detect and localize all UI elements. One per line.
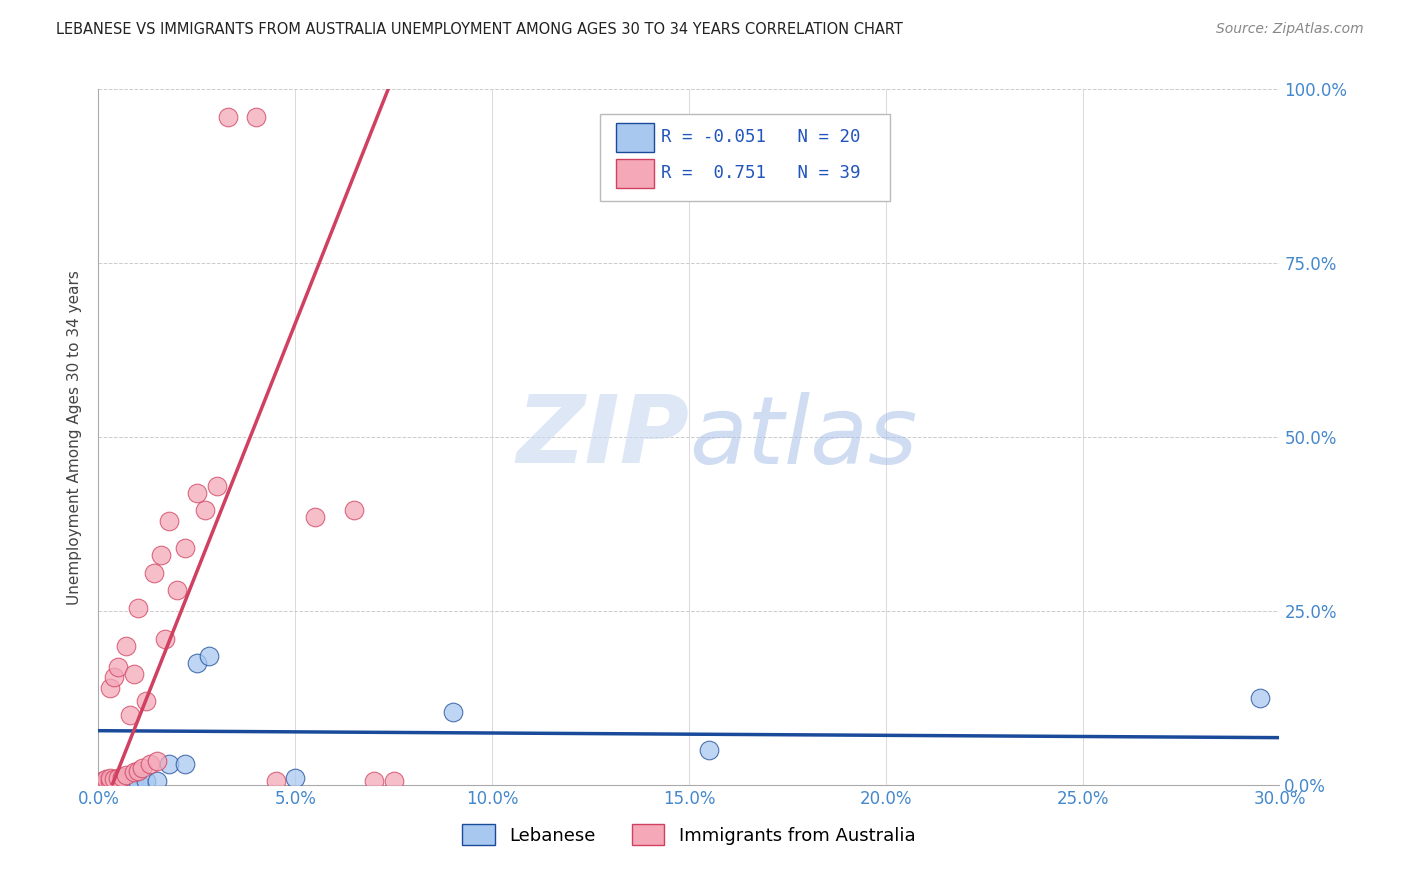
Text: atlas: atlas bbox=[689, 392, 917, 483]
Immigrants from Australia bbox=[127, 764, 149, 778]
Text: R =  0.751   N = 39: R = 0.751 N = 39 bbox=[661, 164, 860, 182]
Immigrants from Australia bbox=[98, 771, 121, 785]
Immigrants from Australia bbox=[217, 110, 239, 124]
Text: ZIP: ZIP bbox=[516, 391, 689, 483]
Immigrants from Australia bbox=[155, 632, 177, 646]
Immigrants from Australia bbox=[363, 774, 385, 789]
Immigrants from Australia bbox=[382, 774, 405, 789]
Lebanese bbox=[122, 773, 145, 788]
Immigrants from Australia bbox=[142, 566, 165, 580]
Immigrants from Australia bbox=[138, 757, 160, 772]
FancyBboxPatch shape bbox=[600, 113, 890, 201]
Immigrants from Australia bbox=[127, 600, 149, 615]
Lebanese bbox=[103, 775, 125, 789]
Immigrants from Australia bbox=[122, 666, 145, 681]
Lebanese bbox=[91, 776, 114, 790]
Immigrants from Australia bbox=[96, 772, 118, 787]
Immigrants from Australia bbox=[166, 583, 188, 598]
Lebanese bbox=[115, 775, 138, 789]
Immigrants from Australia bbox=[103, 670, 125, 684]
Lebanese bbox=[186, 657, 208, 671]
Immigrants from Australia bbox=[96, 776, 118, 790]
Immigrants from Australia bbox=[91, 776, 114, 790]
Immigrants from Australia bbox=[150, 549, 173, 563]
Immigrants from Australia bbox=[118, 708, 141, 723]
FancyBboxPatch shape bbox=[616, 159, 654, 188]
Immigrants from Australia bbox=[122, 765, 145, 780]
Text: R = -0.051   N = 20: R = -0.051 N = 20 bbox=[661, 128, 860, 146]
Immigrants from Australia bbox=[131, 760, 153, 774]
Immigrants from Australia bbox=[245, 110, 267, 124]
Immigrants from Australia bbox=[115, 767, 138, 781]
Legend: Lebanese, Immigrants from Australia: Lebanese, Immigrants from Australia bbox=[456, 817, 922, 853]
Immigrants from Australia bbox=[107, 771, 129, 785]
Lebanese bbox=[197, 649, 219, 664]
Lebanese bbox=[157, 757, 180, 772]
FancyBboxPatch shape bbox=[616, 122, 654, 152]
Immigrants from Australia bbox=[135, 694, 157, 708]
Immigrants from Australia bbox=[157, 514, 180, 528]
Immigrants from Australia bbox=[264, 774, 287, 789]
Y-axis label: Unemployment Among Ages 30 to 34 years: Unemployment Among Ages 30 to 34 years bbox=[67, 269, 83, 605]
Immigrants from Australia bbox=[304, 510, 326, 524]
Lebanese bbox=[135, 774, 157, 789]
Immigrants from Australia bbox=[205, 479, 228, 493]
Immigrants from Australia bbox=[103, 772, 125, 787]
Immigrants from Australia bbox=[343, 503, 366, 517]
Lebanese bbox=[146, 774, 169, 789]
Lebanese bbox=[96, 774, 118, 789]
Immigrants from Australia bbox=[174, 541, 197, 556]
Immigrants from Australia bbox=[146, 754, 169, 768]
Immigrants from Australia bbox=[186, 485, 208, 500]
Lebanese bbox=[697, 743, 720, 757]
Lebanese bbox=[107, 776, 129, 790]
Lebanese bbox=[174, 757, 197, 772]
Immigrants from Australia bbox=[115, 639, 138, 653]
Immigrants from Australia bbox=[194, 503, 217, 517]
Lebanese bbox=[1249, 690, 1271, 705]
Lebanese bbox=[98, 776, 121, 790]
Text: Source: ZipAtlas.com: Source: ZipAtlas.com bbox=[1216, 22, 1364, 37]
Lebanese bbox=[284, 771, 307, 785]
Lebanese bbox=[118, 776, 141, 790]
Lebanese bbox=[441, 705, 464, 719]
Immigrants from Australia bbox=[91, 774, 114, 789]
Immigrants from Australia bbox=[98, 774, 121, 789]
Immigrants from Australia bbox=[107, 659, 129, 673]
Text: LEBANESE VS IMMIGRANTS FROM AUSTRALIA UNEMPLOYMENT AMONG AGES 30 TO 34 YEARS COR: LEBANESE VS IMMIGRANTS FROM AUSTRALIA UN… bbox=[56, 22, 903, 37]
Lebanese bbox=[127, 775, 149, 789]
Immigrants from Australia bbox=[98, 681, 121, 695]
Immigrants from Australia bbox=[111, 770, 134, 784]
Lebanese bbox=[111, 774, 134, 789]
